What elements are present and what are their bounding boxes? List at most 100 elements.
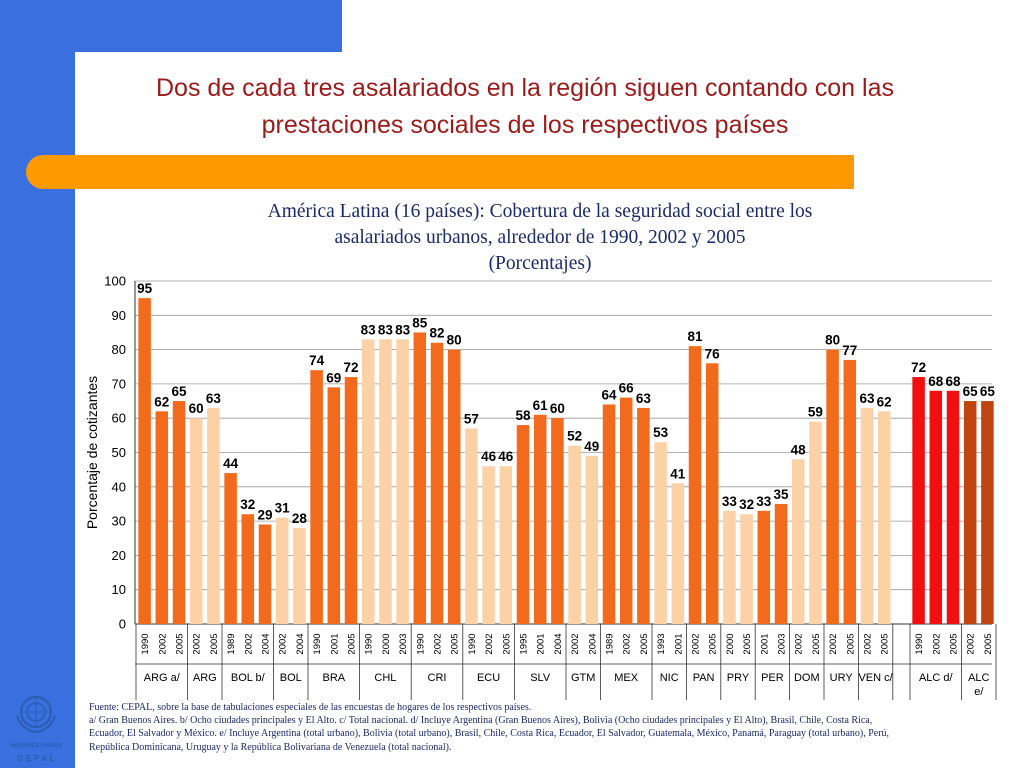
x-tick-year: 2005 [347, 633, 358, 654]
x-group-label: PRY [727, 672, 750, 684]
data-label: 80 [825, 333, 840, 348]
data-label: 46 [498, 449, 514, 464]
x-tick-year: 2002 [828, 633, 839, 654]
footnote-line-3: Ecuador, El Salvador y México. e/ Incluy… [89, 728, 890, 740]
x-tick-year: 2003 [777, 633, 788, 654]
y-tick-label: 50 [112, 445, 126, 460]
bar [413, 332, 427, 624]
bar [568, 445, 581, 624]
x-tick-year: 2002 [484, 633, 495, 654]
x-tick-year: 1990 [415, 633, 426, 654]
x-group-label: ALC d/ [919, 672, 954, 684]
bar [688, 346, 702, 624]
un-emblem-icon [16, 696, 56, 734]
data-label: 77 [842, 343, 857, 358]
x-group-label: SLV [530, 672, 551, 684]
x-tick-year: 1993 [656, 633, 667, 654]
bar [551, 418, 564, 624]
data-label: 29 [257, 508, 272, 523]
x-group-label: MEX [614, 672, 639, 684]
x-tick-year: 2002 [570, 633, 581, 654]
x-tick-year: 2002 [931, 633, 942, 654]
x-group-label: BOL b/ [231, 672, 266, 684]
bar [877, 411, 891, 624]
x-tick-year: 2004 [261, 633, 272, 654]
x-tick-year: 2005 [450, 633, 461, 654]
data-label: 83 [395, 322, 411, 337]
slide-title-line-1: Dos de cada tres asalariados en la regió… [156, 74, 894, 102]
x-tick-year: 2002 [966, 633, 977, 654]
bar [843, 359, 857, 624]
x-tick-year: 2005 [209, 633, 220, 654]
bar [963, 401, 977, 624]
data-label: 58 [515, 408, 531, 423]
bar [723, 510, 736, 624]
x-tick-year: 1995 [519, 633, 530, 654]
bar [482, 466, 495, 624]
x-tick-year: 2000 [725, 633, 736, 654]
x-tick-year: 2003 [398, 633, 409, 654]
data-label: 65 [963, 384, 979, 399]
x-tick-year: 2005 [708, 633, 719, 654]
data-label: 64 [601, 387, 617, 402]
x-tick-year: 2005 [845, 633, 856, 654]
data-label: 52 [567, 429, 582, 444]
bar [929, 390, 943, 624]
chart-title-line-1: América Latina (16 países): Cobertura de… [267, 201, 813, 222]
bar [344, 377, 358, 624]
data-label: 63 [636, 391, 652, 406]
x-tick-year: 2001 [673, 633, 684, 654]
bar [155, 411, 169, 624]
x-tick-year: 2002 [622, 633, 633, 654]
y-tick-label: 10 [112, 582, 126, 597]
data-label: 60 [189, 401, 204, 416]
y-tick-label: 60 [112, 411, 126, 426]
bar [654, 442, 667, 624]
data-label: 59 [808, 405, 823, 420]
x-tick-year: 2005 [175, 633, 186, 654]
data-label: 68 [945, 374, 961, 389]
x-tick-year: 1990 [140, 633, 151, 654]
data-label: 83 [361, 322, 377, 337]
data-label: 35 [773, 487, 789, 502]
x-tick-year: 2000 [381, 633, 392, 654]
chart-title: América Latina (16 países): Cobertura de… [200, 199, 880, 277]
data-label: 72 [911, 360, 926, 375]
data-label: 28 [292, 511, 308, 526]
x-tick-year: 2001 [329, 633, 340, 654]
bar [791, 459, 805, 624]
bar [809, 421, 822, 624]
bar [757, 510, 771, 624]
data-label: 81 [687, 329, 703, 344]
data-label: 85 [412, 315, 428, 330]
bar [138, 298, 151, 624]
bar [224, 473, 237, 624]
data-label: 31 [275, 501, 291, 516]
data-label: 72 [343, 360, 358, 375]
bar [207, 407, 220, 624]
data-label: 60 [550, 401, 565, 416]
slide-title: Dos de cada tres asalariados en la regió… [80, 70, 970, 144]
x-group-label: CHL [374, 672, 396, 684]
bar [361, 339, 375, 624]
x-tick-year: 2005 [949, 633, 960, 654]
chart-title-line-2: asalariados urbanos, alrededor de 1990, … [334, 227, 746, 248]
bar [981, 401, 994, 624]
x-tick-year: 1989 [226, 633, 237, 654]
x-tick-year: 2002 [863, 633, 874, 654]
data-label: 41 [670, 466, 686, 481]
y-tick-label: 0 [119, 617, 126, 632]
bar [241, 514, 255, 624]
x-group-label: PER [761, 672, 784, 684]
data-label: 80 [447, 333, 462, 348]
orange-divider-bar [26, 155, 854, 189]
data-label: 68 [928, 374, 944, 389]
x-tick-year: 1990 [914, 633, 925, 654]
data-label: 95 [137, 281, 153, 296]
y-tick-label: 80 [112, 342, 126, 357]
data-label: 65 [171, 384, 187, 399]
bar [671, 483, 685, 624]
bar [946, 390, 960, 624]
bar [826, 349, 839, 624]
x-group-label: VEN c/ [858, 672, 893, 684]
